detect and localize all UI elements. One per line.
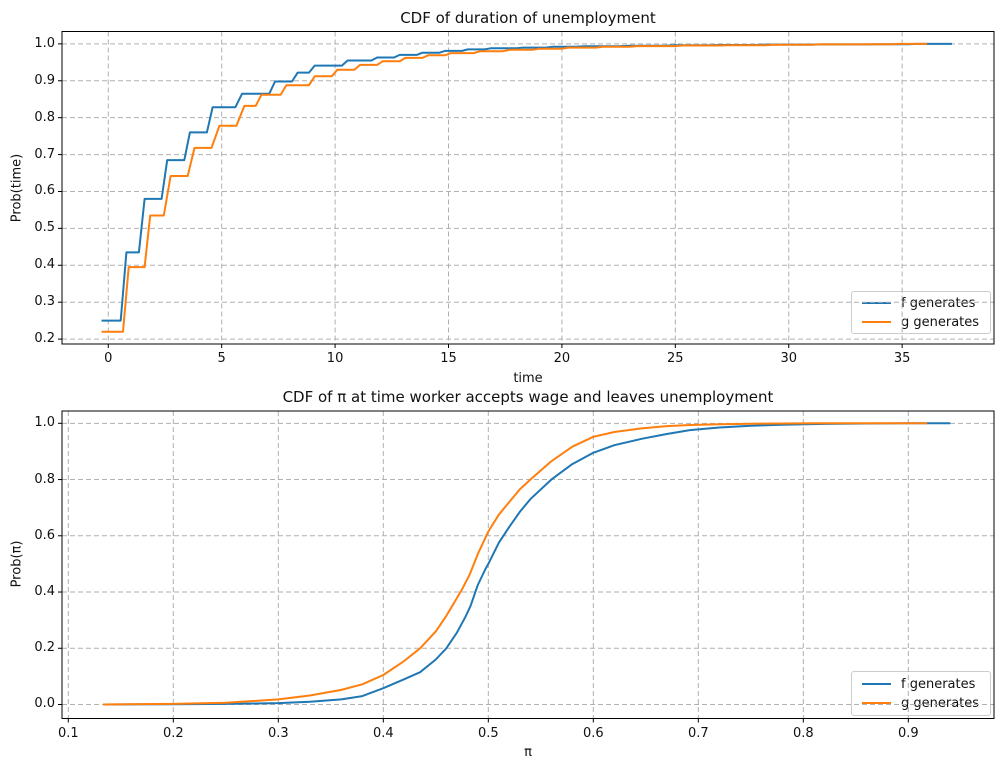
legend: f generates g generates [851,291,991,334]
legend-label-f: f generates [901,676,976,692]
y-tick-label: 0.9 [34,72,55,88]
axes-frame [61,410,995,719]
legend-line-g-icon [862,321,891,323]
legend: f generates g generates [851,671,991,716]
x-tick-label: 0.2 [162,725,184,741]
legend-item-f: f generates [862,677,980,692]
y-tick-label: 0.7 [34,146,55,162]
x-tick-label: 15 [440,351,457,366]
y-tick-label: 0.2 [34,331,55,347]
legend-line-g-icon [862,702,891,704]
y-tick-label: 0.4 [34,584,55,600]
y-tick-label: 0.2 [34,640,55,656]
x-tick-label: 5 [217,351,226,366]
x-tick-label: 0.5 [477,725,499,741]
x-tick-label: 0.4 [372,725,394,741]
y-tick-label: 1.0 [34,415,55,431]
chart-title: CDF of π at time worker accepts wage and… [282,388,774,406]
x-tick-label: 0.7 [687,725,709,741]
legend-line-f-icon [862,683,891,685]
y-tick-label: 0.4 [34,257,55,273]
y-tick-label: 0.3 [34,294,55,310]
x-tick-label: 10 [326,351,344,366]
x-axis-label: time [513,371,543,386]
legend-line-f-icon [862,302,891,304]
legend-item-f: f generates [862,296,980,311]
axes-frame [61,31,995,345]
x-tick-label: 0.6 [582,725,604,741]
y-tick-label: 0.6 [34,183,55,199]
x-tick-label: 20 [553,351,571,366]
x-tick-label: 0.1 [57,725,79,741]
chart-title: CDF of duration of unemployment [400,9,656,27]
x-tick-label: 0 [104,351,113,366]
legend-item-g: g generates [862,696,980,711]
y-tick-label: 1.0 [34,35,55,51]
x-tick-label: 0.3 [267,725,289,741]
legend-label-f: f generates [901,295,976,311]
x-tick-label: 0.9 [897,725,919,741]
y-tick-label: 0.0 [34,696,55,712]
x-tick-label: 30 [780,351,797,366]
legend-label-g: g generates [901,695,980,711]
x-tick-label: 25 [667,351,684,366]
series-line-f-generates [102,422,951,706]
series-line-g-generates [102,422,928,706]
y-tick-label: 0.5 [34,220,55,236]
series-line-g-generates [101,42,928,333]
x-tick-label: 0.8 [792,725,814,741]
x-axis-label: π [524,745,532,760]
y-tick-label: 0.6 [34,527,55,543]
x-tick-label: 35 [893,351,911,366]
y-tick-label: 0.8 [34,471,55,487]
legend-label-g: g generates [901,314,980,330]
legend-item-g: g generates [862,315,980,330]
y-tick-label: 0.8 [34,109,55,125]
